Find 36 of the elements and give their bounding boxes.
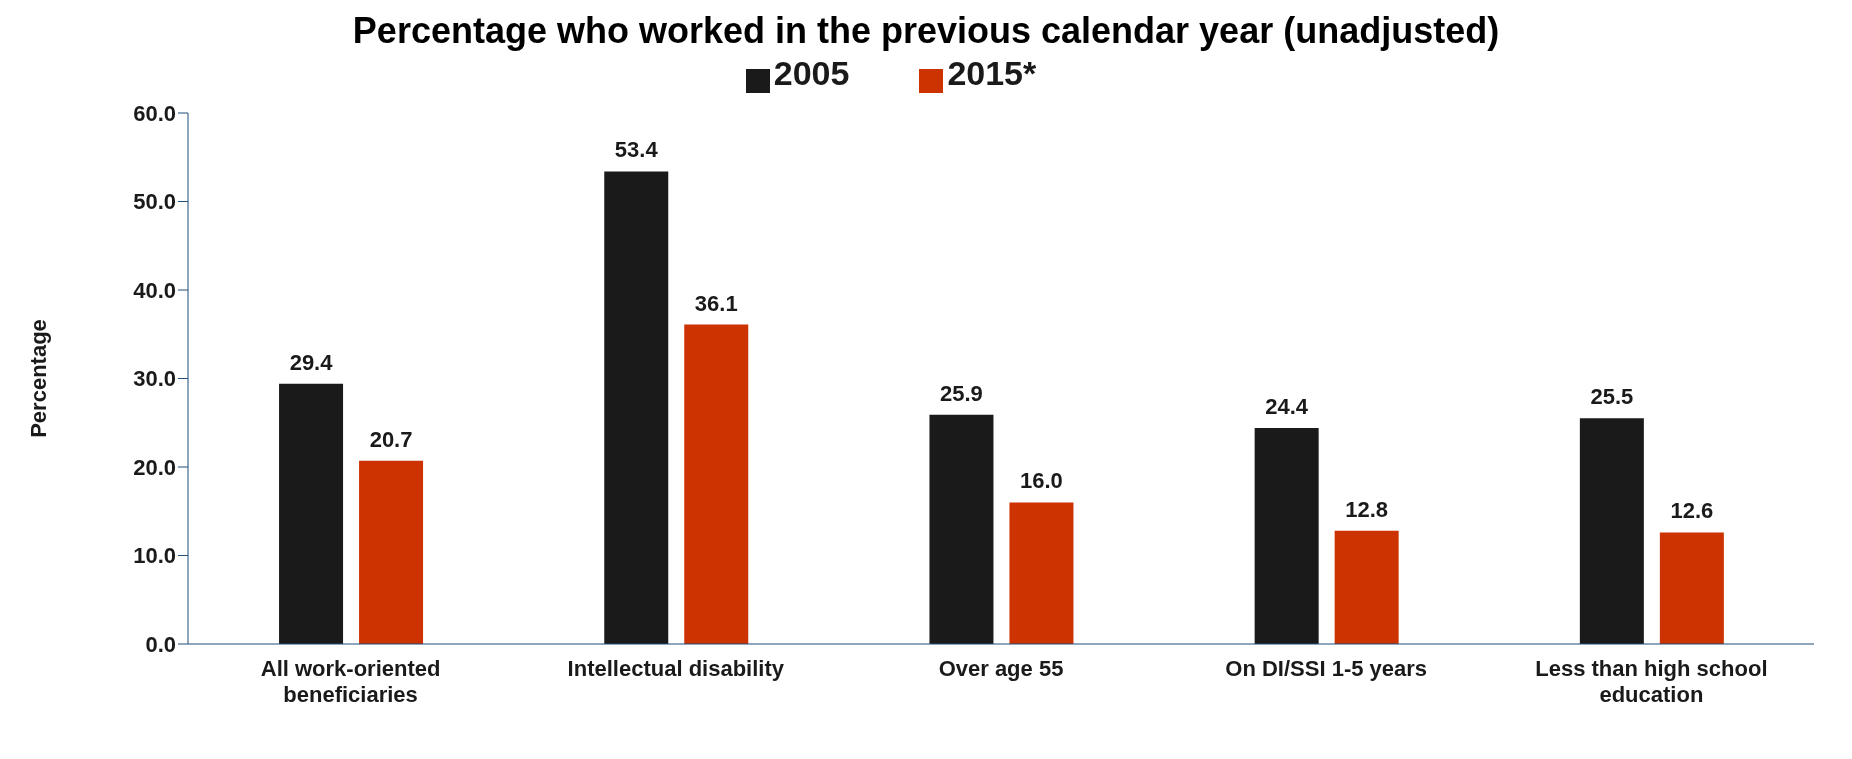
bar (1659, 532, 1724, 644)
x-tick-label: Intellectual disability (567, 656, 785, 681)
bar (1254, 428, 1319, 644)
bar (929, 414, 994, 644)
data-label: 12.8 (1345, 496, 1389, 522)
x-tick-label: All work-oriented beneficiaries (260, 656, 441, 707)
x-tick-label: On DI/SSI 1-5 years (1225, 656, 1428, 681)
y-tick-label: 60.0 (133, 100, 176, 126)
data-label: 20.7 (369, 426, 413, 452)
bar (684, 324, 749, 644)
chart-title: Percentage who worked in the previous calendar year (unadjusted) (351, 9, 1501, 53)
legend-label: 2015* (947, 54, 1037, 92)
y-tick-label: 30.0 (133, 366, 176, 392)
x-tick-label: Over age 55 (938, 656, 1064, 681)
legend-label: 2005 (773, 54, 850, 92)
bar (604, 171, 669, 644)
data-label: 25.5 (1590, 384, 1634, 410)
bar (1334, 530, 1399, 644)
x-tick-label: Less than high school education (1535, 656, 1768, 707)
data-label: 24.4 (1265, 394, 1309, 420)
y-axis-title: Percentage (25, 319, 51, 438)
data-label: 36.1 (694, 290, 738, 316)
data-label: 29.4 (289, 349, 334, 375)
bar (1579, 418, 1644, 644)
y-tick-label: 20.0 (133, 454, 176, 480)
data-label: 12.6 (1670, 498, 1714, 524)
data-label: 25.9 (940, 380, 983, 406)
y-tick-label: 40.0 (133, 277, 176, 303)
y-tick-label: 0.0 (145, 631, 176, 657)
bar (279, 383, 344, 644)
data-label: 16.0 (1020, 468, 1063, 494)
y-tick-label: 10.0 (133, 543, 176, 569)
data-label: 53.4 (614, 137, 659, 163)
bar (1009, 502, 1074, 644)
y-tick-label: 50.0 (133, 189, 176, 215)
bar (359, 460, 424, 644)
